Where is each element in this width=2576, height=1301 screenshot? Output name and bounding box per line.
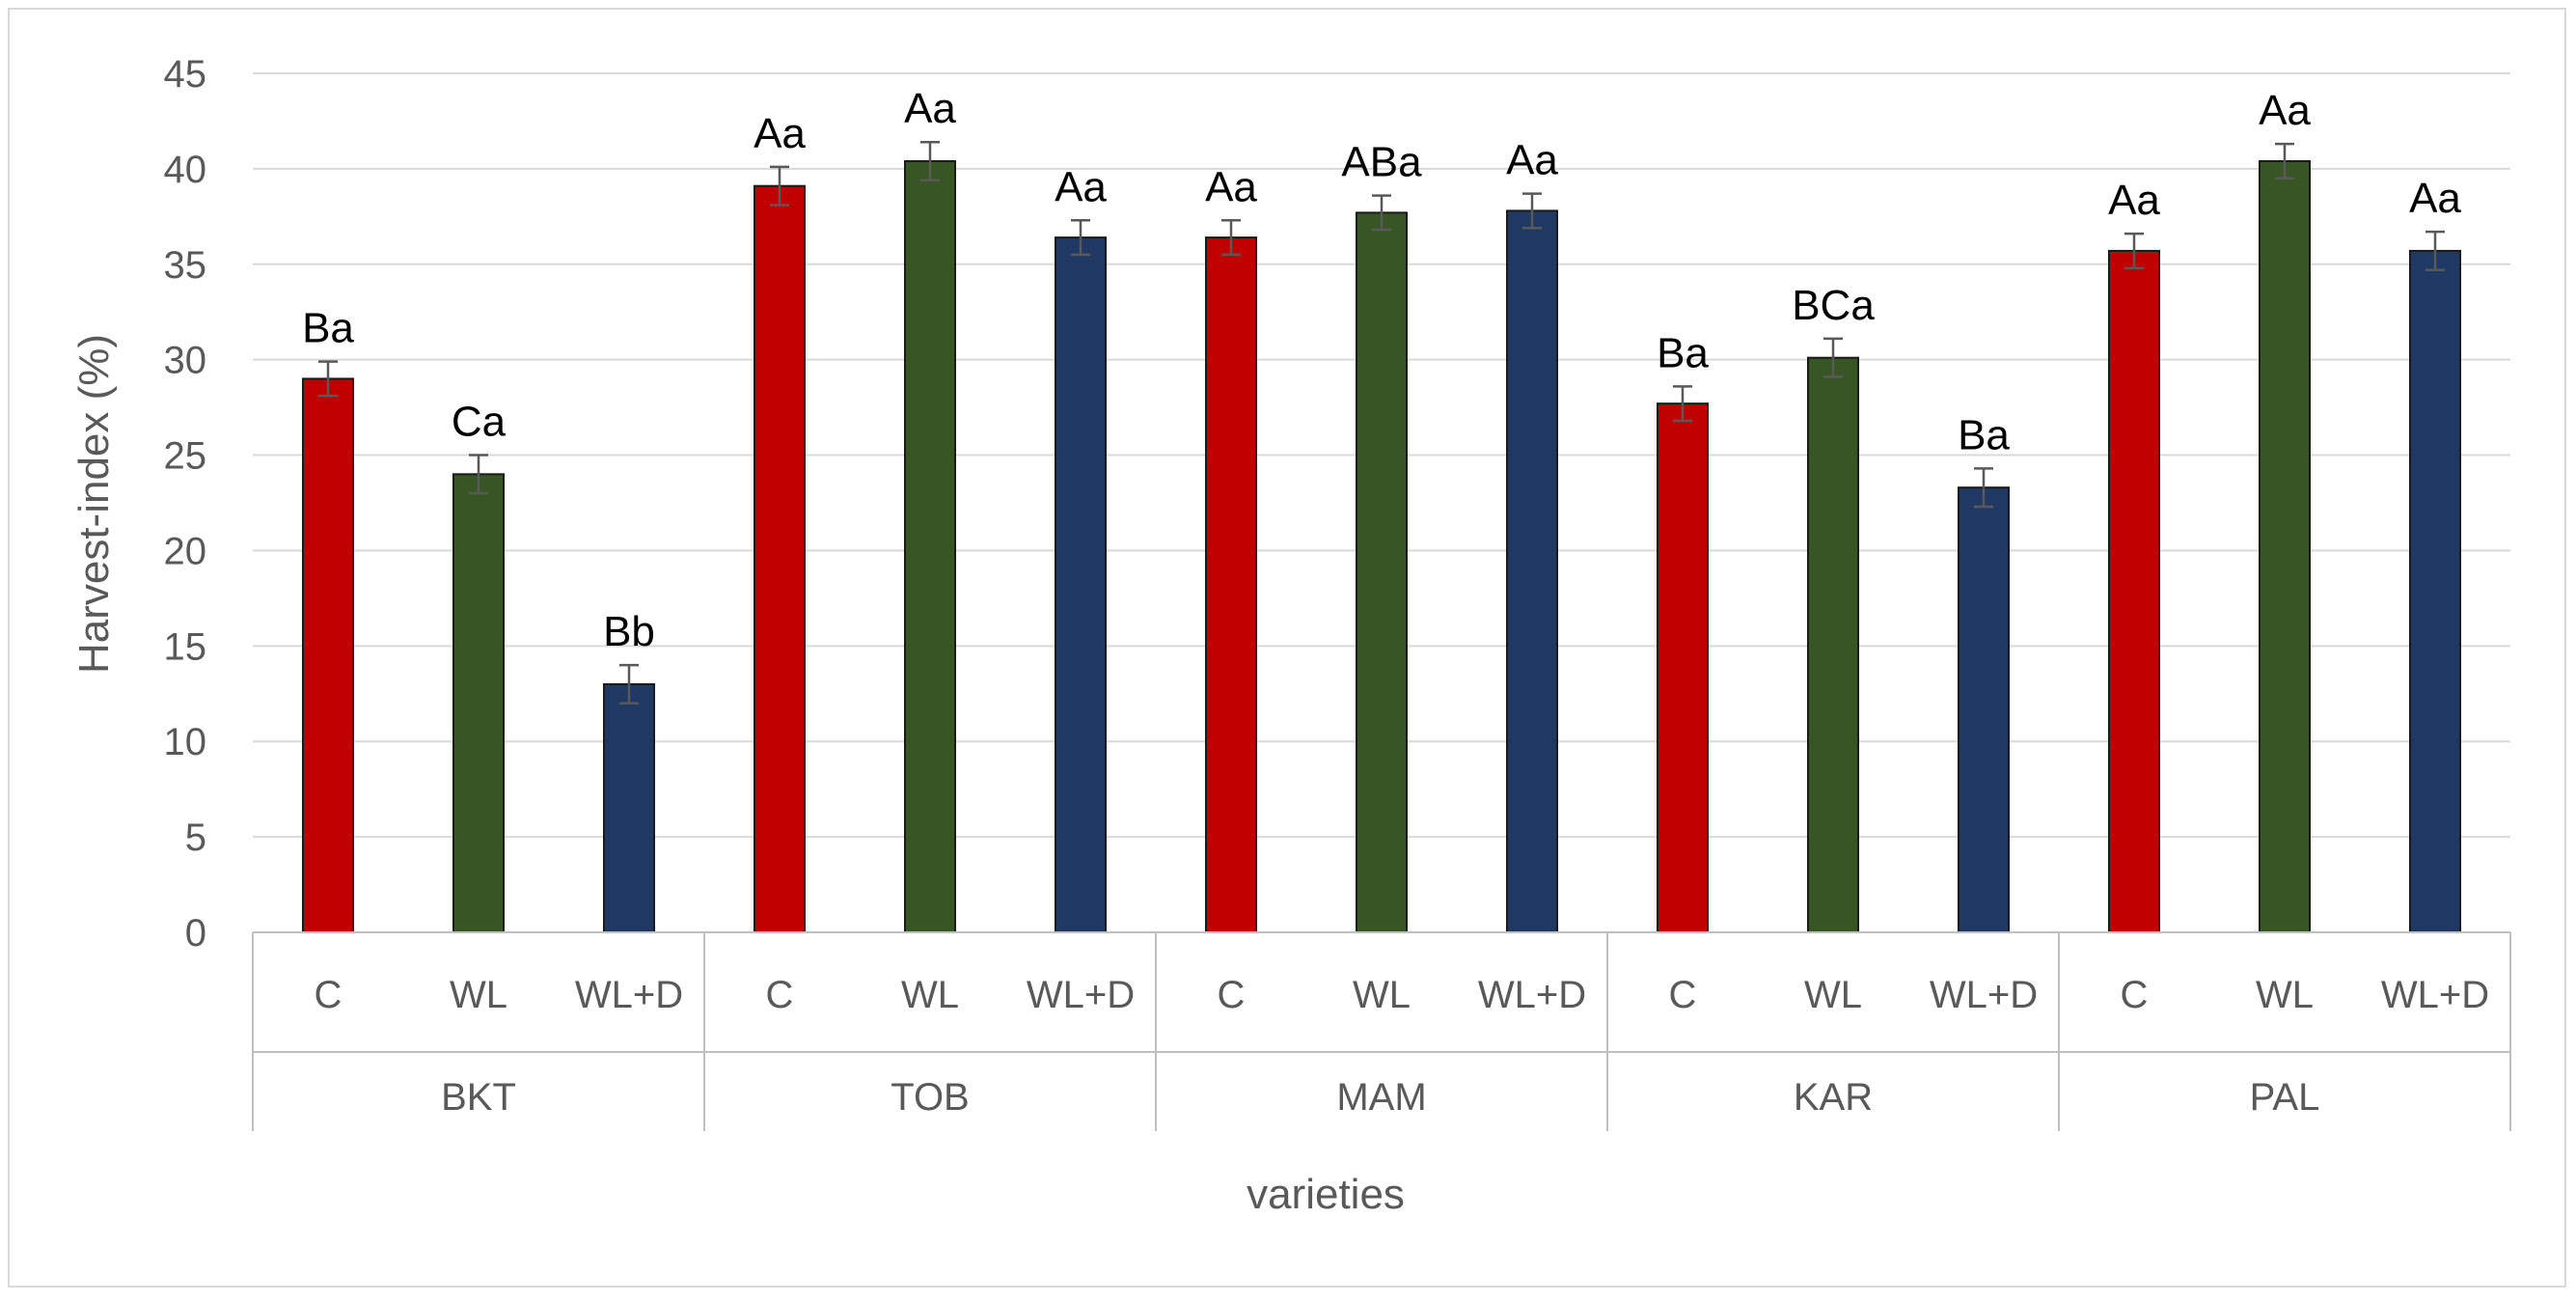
bar	[603, 682, 655, 934]
bar	[1205, 236, 1257, 934]
error-bars	[318, 140, 2445, 705]
bar	[1055, 236, 1107, 934]
bar	[1807, 356, 1859, 933]
data-label: Aa	[1506, 137, 1558, 184]
x-category-label: WL+D	[2381, 974, 2489, 1016]
data-label: Ba	[302, 305, 354, 352]
data-label: Ba	[1657, 329, 1709, 376]
x-category-label: WL	[2256, 974, 2314, 1016]
data-label: ABa	[1341, 139, 1422, 186]
bar	[1657, 402, 1709, 933]
x-axis-title: varieties	[1247, 1171, 1405, 1218]
x-category-label: C	[1218, 974, 1246, 1016]
bar	[452, 473, 505, 933]
y-tick-label: 20	[164, 530, 207, 572]
bar	[1958, 486, 2010, 933]
data-label: Bb	[603, 608, 655, 655]
y-tick-label: 5	[185, 817, 206, 859]
data-label: Ca	[452, 399, 507, 446]
x-category-label: WL	[901, 974, 959, 1016]
y-tick-label: 30	[164, 340, 207, 382]
bar	[1356, 211, 1408, 933]
bar	[1506, 209, 1558, 933]
data-label: Aa	[1205, 163, 1257, 210]
bar	[904, 159, 956, 933]
y-tick-label: 40	[164, 149, 207, 191]
bars	[302, 159, 2461, 934]
data-label: Aa	[2259, 87, 2311, 134]
x-axis: BKT C WL WL+D TOB C WL WL+D MAM C WL WL+D KAR C WL WL+D…	[252, 931, 2511, 1131]
data-label: Ba	[1958, 411, 2010, 458]
y-axis-ticks: 0 5 10 15 20 25 30 35 40 45	[164, 53, 207, 955]
x-category-label: WL+D	[1027, 974, 1135, 1016]
data-label: BCa	[1792, 282, 1875, 329]
x-category-label: C	[766, 974, 794, 1016]
y-tick-label: 35	[164, 244, 207, 287]
x-group-label: BKT	[441, 1076, 516, 1119]
x-group-label: TOB	[891, 1076, 970, 1119]
y-tick-label: 25	[164, 435, 207, 478]
bar	[302, 377, 354, 933]
x-category-label: WL+D	[575, 974, 683, 1016]
y-axis-title: Harvest-index (%)	[70, 334, 118, 674]
x-category-label: WL+D	[1930, 974, 2038, 1016]
x-category-label: WL	[1804, 974, 1862, 1016]
x-category-label: C	[2121, 974, 2149, 1016]
x-category-label: C	[315, 974, 343, 1016]
data-label: Aa	[2108, 177, 2160, 224]
bar	[2409, 249, 2461, 933]
data-label: Aa	[2409, 175, 2461, 222]
bar	[2108, 249, 2160, 933]
y-tick-label: 10	[164, 721, 207, 763]
x-group-label: MAM	[1336, 1076, 1426, 1119]
x-group-label: KAR	[1794, 1076, 1873, 1119]
x-category-label: WL	[1353, 974, 1411, 1016]
y-tick-label: 45	[164, 53, 207, 96]
y-tick-label: 15	[164, 625, 207, 668]
y-tick-label: 0	[185, 912, 206, 955]
x-category-label: WL+D	[1478, 974, 1586, 1016]
data-labels: Ba Ca Bb Aa Aa Aa Aa ABa Aa Ba BCa Ba Aa Aa Aa	[302, 85, 2461, 655]
data-label: Aa	[904, 85, 956, 132]
data-label: Aa	[754, 110, 806, 157]
data-label: Aa	[1055, 163, 1107, 210]
bar	[2259, 159, 2311, 933]
bar	[754, 184, 806, 933]
x-category-label: WL	[450, 974, 507, 1016]
x-group-label: PAL	[2250, 1076, 2320, 1119]
x-category-label: C	[1669, 974, 1697, 1016]
